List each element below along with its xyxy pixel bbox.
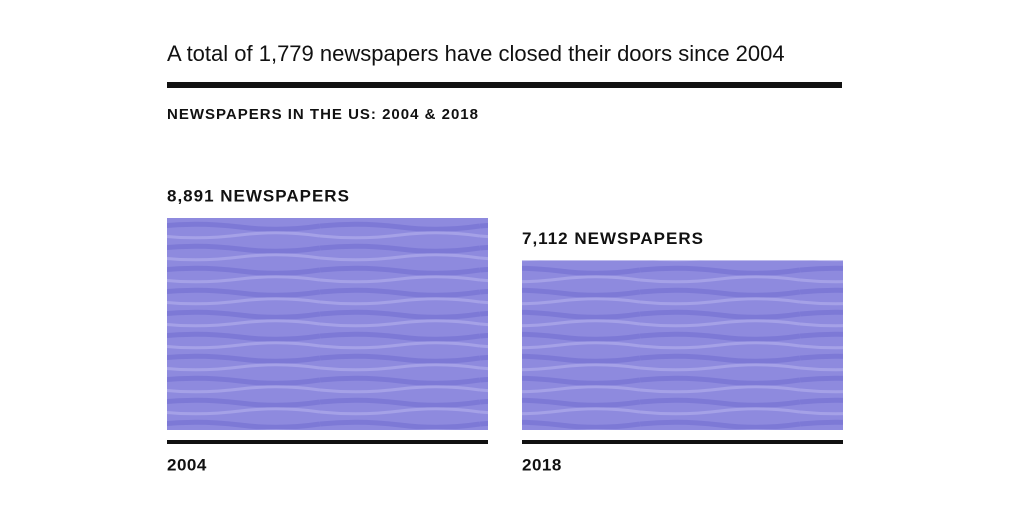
baseline — [167, 440, 488, 444]
value-label: 7,112 NEWSPAPERS — [522, 229, 704, 248]
baseline — [522, 440, 843, 444]
bar-texture — [522, 260, 843, 430]
bar-texture — [167, 218, 488, 430]
chart-title: A total of 1,779 newspapers have closed … — [167, 41, 785, 66]
title-rule — [167, 82, 842, 88]
x-tick-label: 2004 — [167, 455, 207, 474]
value-label: 8,891 NEWSPAPERS — [167, 186, 350, 205]
chart-subtitle: NEWSPAPERS IN THE US: 2004 & 2018 — [167, 106, 479, 123]
x-tick-label: 2018 — [522, 455, 562, 474]
